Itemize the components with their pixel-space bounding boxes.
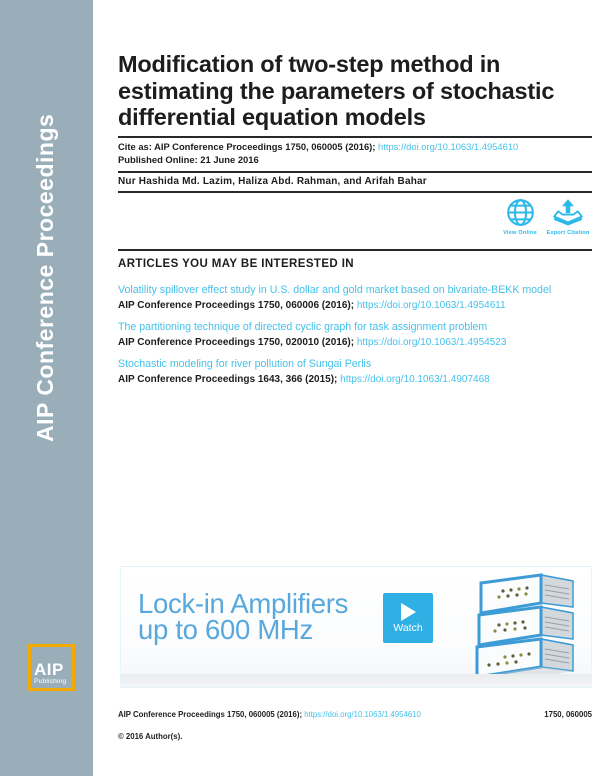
- related-article-doi-link[interactable]: https://doi.org/10.1063/1.4954523: [356, 337, 507, 348]
- citation-text: AIP Conference Proceedings 1750, 060005 …: [118, 710, 305, 719]
- play-icon: [400, 602, 416, 621]
- ad-headline-line2: up to 600 MHz: [138, 614, 313, 645]
- related-article: The partitioning technique of directed c…: [118, 321, 596, 349]
- copyright-line: © 2016 Author(s).: [118, 732, 183, 741]
- journal-title-vertical: AIP Conference Proceedings: [32, 113, 58, 442]
- related-article-title-link[interactable]: The partitioning technique of directed c…: [118, 321, 488, 333]
- citation-text: AIP Conference Proceedings 1750, 020010 …: [118, 337, 357, 348]
- export-citation-label: Export Citation: [546, 230, 590, 236]
- article-title: Modification of two-step method in estim…: [118, 51, 555, 130]
- related-article-doi-link[interactable]: https://doi.org/10.1063/1.4907468: [340, 374, 490, 385]
- citation-text: Cite as: AIP Conference Proceedings 1750…: [118, 141, 379, 152]
- divider: [118, 249, 592, 251]
- watch-button-label: Watch: [393, 621, 423, 634]
- footer-page-reference: 1750, 060005: [544, 710, 592, 719]
- lock-in-amplifier-devices-illustration: [475, 573, 574, 683]
- related-articles-heading: ARTICLES YOU MAY BE INTERESTED IN: [118, 258, 354, 270]
- aip-publishing-logo: AIP Publishing: [28, 644, 75, 691]
- related-article-citation: AIP Conference Proceedings 1643, 366 (20…: [118, 373, 596, 386]
- citation-text: AIP Conference Proceedings 1750, 060006 …: [118, 300, 357, 311]
- watch-button[interactable]: Watch: [383, 593, 433, 643]
- related-article: Volatility spillover effect study in U.S…: [118, 284, 596, 312]
- advertisement-banner[interactable]: Lock-in Amplifiers up to 600 MHz Watch: [120, 566, 592, 688]
- related-article-citation: AIP Conference Proceedings 1750, 060006 …: [118, 299, 596, 312]
- footer-citation: AIP Conference Proceedings 1750, 060005 …: [118, 710, 421, 719]
- related-article-title-link[interactable]: Volatility spillover effect study in U.S…: [118, 284, 552, 296]
- related-article: Stochastic modeling for river pollution …: [118, 358, 596, 386]
- published-online: Published Online: 21 June 2016: [118, 154, 259, 165]
- journal-sidebar: AIP Conference Proceedings AIP Publishin…: [0, 0, 93, 776]
- ad-banner-reflection-strip: [121, 674, 591, 687]
- export-citation-button[interactable]: Export Citation: [537, 198, 599, 236]
- view-online-label: View Online: [503, 230, 537, 236]
- related-article-title-link[interactable]: Stochastic modeling for river pollution …: [118, 358, 372, 370]
- footer-doi-link[interactable]: https://doi.org/10.1063/1.4954610: [304, 710, 421, 719]
- publishing-logo-text: Publishing: [34, 677, 67, 685]
- divider: [118, 136, 592, 138]
- related-article-citation: AIP Conference Proceedings 1750, 020010 …: [118, 336, 596, 349]
- citation-text: AIP Conference Proceedings 1643, 366 (20…: [118, 374, 341, 385]
- citation-line: Cite as: AIP Conference Proceedings 1750…: [118, 141, 592, 153]
- article-doi-link[interactable]: https://doi.org/10.1063/1.4954610: [378, 141, 519, 152]
- aip-logo-text: AIP: [34, 660, 64, 680]
- divider: [118, 171, 592, 173]
- related-article-doi-link[interactable]: https://doi.org/10.1063/1.4954611: [356, 300, 506, 311]
- authors-line: Nur Hashida Md. Lazim, Haliza Abd. Rahma…: [118, 176, 427, 187]
- view-online-button[interactable]: View Online: [489, 198, 551, 236]
- export-citation-icon: [553, 199, 583, 226]
- globe-icon: [506, 199, 534, 226]
- ad-headline: Lock-in Amplifiers up to 600 MHz: [138, 588, 349, 645]
- divider: [118, 191, 592, 193]
- ad-headline-line1: Lock-in Amplifiers: [138, 588, 349, 619]
